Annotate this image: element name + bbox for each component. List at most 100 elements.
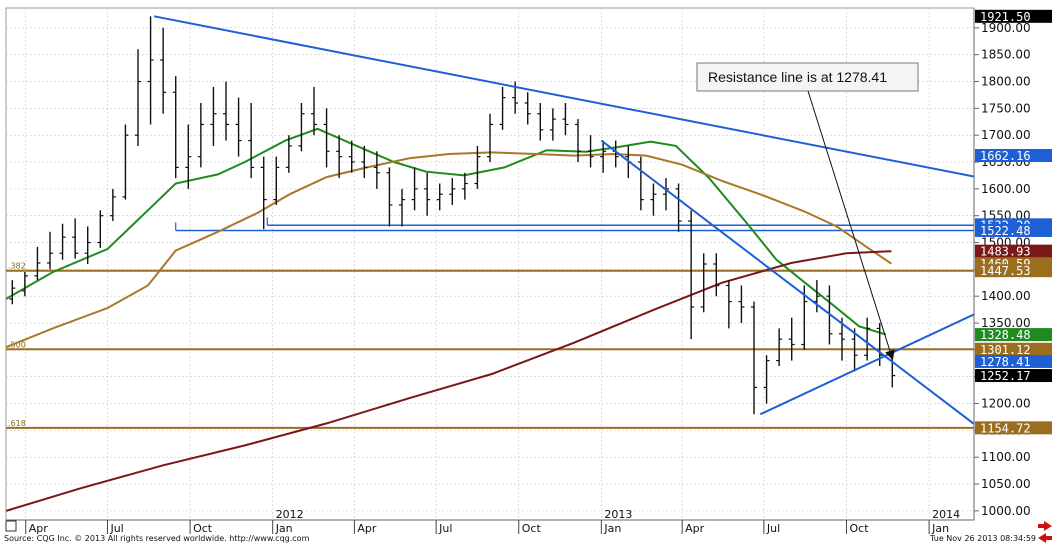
y-tick-label-1: 1050.00 [981, 477, 1031, 491]
price-bars [9, 16, 896, 415]
price-bar-41 [524, 92, 531, 125]
price-badge-text-4: 1483.93 [980, 245, 1031, 259]
y-tick-label-4: 1200.00 [981, 397, 1031, 411]
fib-0382-label: .382 [8, 262, 26, 271]
price-bar-42 [537, 102, 544, 141]
x-month-label-2: Oct [193, 522, 213, 535]
price-bar-68 [864, 317, 871, 361]
price-bar-66 [839, 317, 845, 361]
price-bar-20 [260, 156, 267, 230]
x-year-label-1: 2013 [604, 508, 632, 521]
footer-source: Source: CQG Inc. © 2013 All rights reser… [4, 534, 310, 543]
moving-averages [6, 127, 892, 512]
price-bar-36 [461, 172, 468, 200]
price-badge-text-10: 1252.17 [980, 369, 1031, 383]
x-month-label-7: Jan [603, 522, 621, 535]
price-bar-27 [348, 140, 355, 173]
price-badge-8: 1301.12 [975, 342, 1052, 357]
y-tick-label-14: 1700.00 [981, 128, 1031, 142]
price-bar-30 [386, 167, 393, 227]
price-bar-53 [675, 183, 682, 232]
price-bar-58 [738, 285, 745, 324]
price-badge-bg-1 [975, 149, 1052, 163]
annotation-box [696, 62, 919, 92]
price-badge-7: 1328.48 [975, 328, 1052, 342]
price-bar-8 [109, 188, 116, 222]
x-year-label-2: 2014 [932, 508, 960, 521]
price-bar-50 [637, 156, 644, 211]
footer-timestamp: Tue Nov 26 2013 08:34:59 [929, 534, 1036, 543]
price-bar-10 [135, 49, 141, 146]
price-bar-57 [725, 280, 732, 329]
price-badge-text-8: 1301.12 [980, 343, 1031, 357]
price-badge-11: 1154.72 [975, 421, 1052, 435]
price-badge-bg-7 [975, 328, 1052, 342]
price-bar-6 [84, 226, 91, 264]
price-badge-text-1: 1662.16 [980, 149, 1031, 163]
price-badge-bg-4 [975, 244, 1052, 258]
price-bar-14 [185, 124, 192, 189]
price-badge-9: 1278.41 [975, 354, 1052, 369]
price-bar-2 [34, 246, 41, 281]
steep-down-trendline [600, 139, 974, 425]
price-bar-12 [160, 27, 167, 114]
x-month-label-4: Apr [357, 522, 377, 535]
scroll-right-arrow-icon[interactable] [1038, 521, 1052, 531]
price-badge-bg-0 [975, 9, 1052, 23]
long-term-down-trendline [153, 15, 974, 178]
price-bar-32 [411, 167, 418, 211]
price-badge-bg-6 [975, 264, 1052, 278]
y-tick-label-15: 1750.00 [981, 101, 1031, 115]
price-bar-45 [575, 119, 581, 163]
price-bar-44 [562, 102, 569, 136]
ma-short [6, 127, 887, 336]
rising-support-trendline [759, 313, 974, 416]
price-bar-46 [587, 135, 594, 168]
y-axis: 1000.001050.001100.001150.001200.001250.… [973, 8, 1031, 520]
ma-long [6, 250, 892, 512]
price-badge-bg-10 [975, 369, 1052, 383]
y-tick-label-12: 1600.00 [981, 182, 1031, 196]
corner-box [5, 520, 17, 532]
price-badge-4: 1483.93 [975, 244, 1052, 259]
x-month-label-1: Jul [109, 522, 123, 535]
price-bar-67 [851, 328, 858, 372]
x-month-label-6: Oct [522, 522, 542, 535]
price-bar-1 [21, 272, 28, 297]
price-bar-15 [197, 102, 204, 168]
x-month-label-3: Jan [275, 522, 293, 535]
x-month-label-10: Oct [849, 522, 869, 535]
price-bar-13 [172, 76, 179, 179]
price-badge-bg-9 [975, 354, 1052, 368]
x-month-label-11: Jan [931, 522, 949, 535]
fib-0500-label: .500 [8, 340, 26, 349]
scroll-left-arrow-icon[interactable] [1038, 533, 1052, 543]
x-year-label-0: 2012 [276, 508, 304, 521]
annotation: Resistance line is at 1278.41 [696, 62, 919, 361]
price-bar-51 [650, 183, 657, 216]
y-tick-label-16: 1800.00 [981, 75, 1031, 89]
price-bar-39 [499, 86, 506, 130]
price-badge-bg-8 [975, 342, 1052, 356]
price-bar-9 [122, 124, 129, 200]
price-bar-33 [424, 172, 431, 216]
x-month-label-9: Jul [766, 522, 780, 535]
y-tick-label-18: 1900.00 [981, 21, 1031, 35]
price-bar-4 [59, 223, 66, 260]
price-bar-26 [336, 135, 343, 179]
price-bar-3 [47, 231, 53, 270]
price-bar-38 [487, 113, 493, 163]
price-bar-31 [399, 188, 405, 227]
price-bar-59 [751, 301, 757, 415]
trendlines [153, 15, 974, 425]
price-bar-17 [223, 81, 229, 141]
price-badges: 1921.501662.161532.201522.481483.931460.… [975, 9, 1052, 435]
price-badge-1: 1662.16 [975, 149, 1052, 163]
y-tick-label-17: 1850.00 [981, 48, 1031, 62]
y-tick-label-0: 1000.00 [981, 504, 1031, 518]
price-bar-37 [474, 145, 481, 189]
price-badge-text-7: 1328.48 [980, 328, 1031, 342]
price-bar-43 [549, 108, 556, 141]
annotation-text: Resistance line is at 1278.41 [708, 69, 887, 85]
annotation-arrow [807, 90, 895, 361]
